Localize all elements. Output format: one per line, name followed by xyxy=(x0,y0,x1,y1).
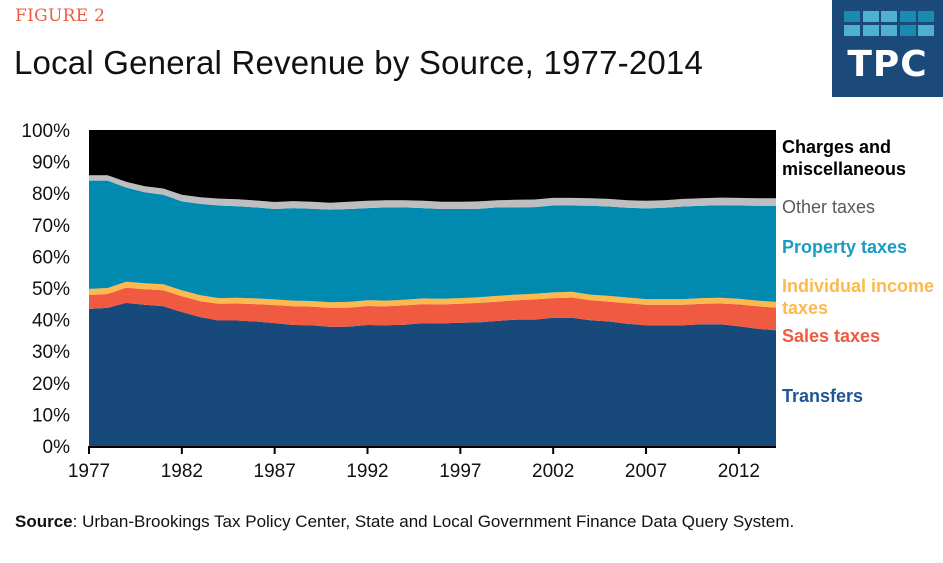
y-tick-label: 40% xyxy=(32,311,70,332)
area-layers xyxy=(89,130,776,446)
legend-label-other-taxes: Other taxes xyxy=(782,197,876,217)
y-tick-label: 30% xyxy=(32,342,70,363)
logo-square xyxy=(862,11,879,22)
x-tick-label: 1992 xyxy=(346,461,388,482)
area-charges-and-miscellaneous xyxy=(89,130,776,203)
y-tick-label: 60% xyxy=(32,247,70,268)
source-text: : Urban-Brookings Tax Policy Center, Sta… xyxy=(72,512,795,531)
y-tick-label: 0% xyxy=(43,437,71,458)
legend-label-charges-and-miscellaneous: Charges and miscellaneous xyxy=(782,137,907,179)
y-tick-label: 90% xyxy=(32,153,70,174)
x-tick-label: 1977 xyxy=(68,461,110,482)
area-individual-income-taxes xyxy=(89,281,776,308)
legend-label-property-taxes: Property taxes xyxy=(782,237,908,257)
area-property-taxes xyxy=(89,180,776,303)
area-sales-taxes xyxy=(89,287,776,331)
logo-square xyxy=(899,25,916,36)
x-tick-label: 2002 xyxy=(532,461,574,482)
logo-square xyxy=(899,11,916,22)
x-tick-label: 2012 xyxy=(718,461,760,482)
x-tick-label: 2007 xyxy=(625,461,667,482)
logo-square xyxy=(862,25,879,36)
logo-square xyxy=(844,11,860,22)
area-transfers xyxy=(89,302,776,446)
x-tick-label: 1982 xyxy=(161,461,203,482)
x-axis: 1977 1982 1987 1992 1997 2002 2007 2012 xyxy=(68,446,776,482)
y-tick-label: 50% xyxy=(32,279,70,300)
tpc-logo: TPC xyxy=(832,0,943,97)
logo-square xyxy=(844,25,860,36)
figure-label: FIGURE 2 xyxy=(15,6,106,26)
area-other-taxes xyxy=(89,175,776,210)
stacked-area-chart: 0%10%20%30%40%50%60%70%80%90%100% 1977 19… xyxy=(21,121,776,482)
x-tick-label: 1987 xyxy=(254,461,296,482)
y-tick-label: 100% xyxy=(21,121,70,142)
y-tick-label: 20% xyxy=(32,374,70,395)
y-tick-label: 70% xyxy=(32,216,70,237)
y-tick-label: 10% xyxy=(32,405,70,426)
source-note: Source: Urban-Brookings Tax Policy Cente… xyxy=(15,511,915,533)
legend-label-transfers: Transfers xyxy=(782,386,864,406)
legend-label-sales-taxes: Sales taxes xyxy=(782,326,881,346)
logo-square xyxy=(881,25,897,36)
legend-label-individual-income-taxes: Individual income taxes xyxy=(782,276,935,318)
logo-text: TPC xyxy=(847,44,928,85)
logo-square xyxy=(918,11,934,22)
x-tick-label: 1997 xyxy=(439,461,481,482)
y-tick-label: 80% xyxy=(32,184,70,205)
chart-title: Local General Revenue by Source, 1977-20… xyxy=(14,44,704,81)
y-axis: 0% 10% 20% 30% 40% 50% 60% 70% 80% 90% 100% xyxy=(21,121,70,458)
source-label: Source xyxy=(15,512,73,531)
logo-square xyxy=(881,11,897,22)
logo-square xyxy=(918,25,934,36)
